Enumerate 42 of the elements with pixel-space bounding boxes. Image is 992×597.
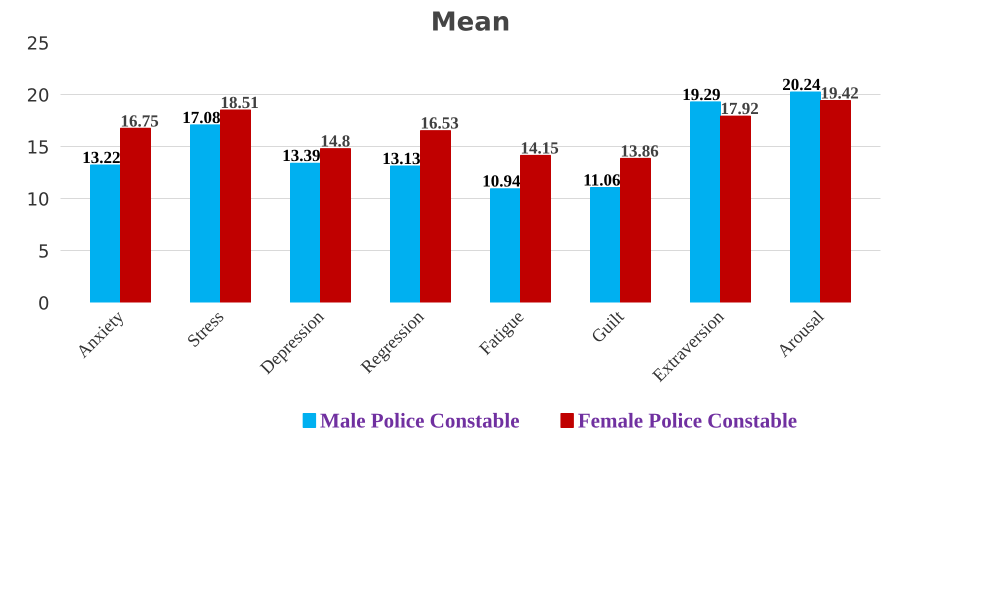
data-label: 13.22 [82,148,120,168]
bar [120,128,151,302]
legend-label: Male Police Constable [320,408,520,432]
data-label: 19.42 [820,84,859,103]
legend-label: Female Police Constable [578,408,798,432]
data-label: 20.24 [782,75,821,94]
data-label: 17.08 [182,108,220,127]
y-tick-label: 15 [26,138,50,158]
data-label: 17.92 [720,99,759,118]
bar [820,100,851,302]
data-label: 18.51 [220,92,259,112]
bar [390,165,421,302]
y-tick-label: 10 [26,190,50,210]
data-label: 16.75 [120,111,159,130]
y-tick-label: 5 [38,242,50,262]
bar [420,130,451,302]
data-label: 14.15 [520,138,559,158]
bar [320,148,351,302]
bar [520,154,551,302]
x-tick-label: Guilt [587,306,628,347]
data-label: 16.53 [420,114,459,133]
data-label: 13.39 [282,146,320,166]
data-label: 13.86 [620,141,659,160]
data-label: 13.13 [382,148,420,168]
y-tick-label: 20 [26,86,50,106]
bar [590,186,621,302]
data-label: 19.29 [682,84,720,104]
bar [90,164,121,302]
data-label: 10.94 [482,172,521,191]
bar [190,124,221,302]
bar [690,101,721,302]
bar [290,162,321,302]
y-tick-label: 25 [26,34,50,54]
bar [790,92,821,302]
bar [720,116,751,302]
y-tick-label: 0 [38,294,50,314]
bar [620,158,651,302]
bar [490,188,521,302]
chart-title: Mean [430,8,510,38]
data-label: 11.06 [583,170,620,190]
bar [220,109,251,302]
data-label: 14.8 [320,132,350,151]
